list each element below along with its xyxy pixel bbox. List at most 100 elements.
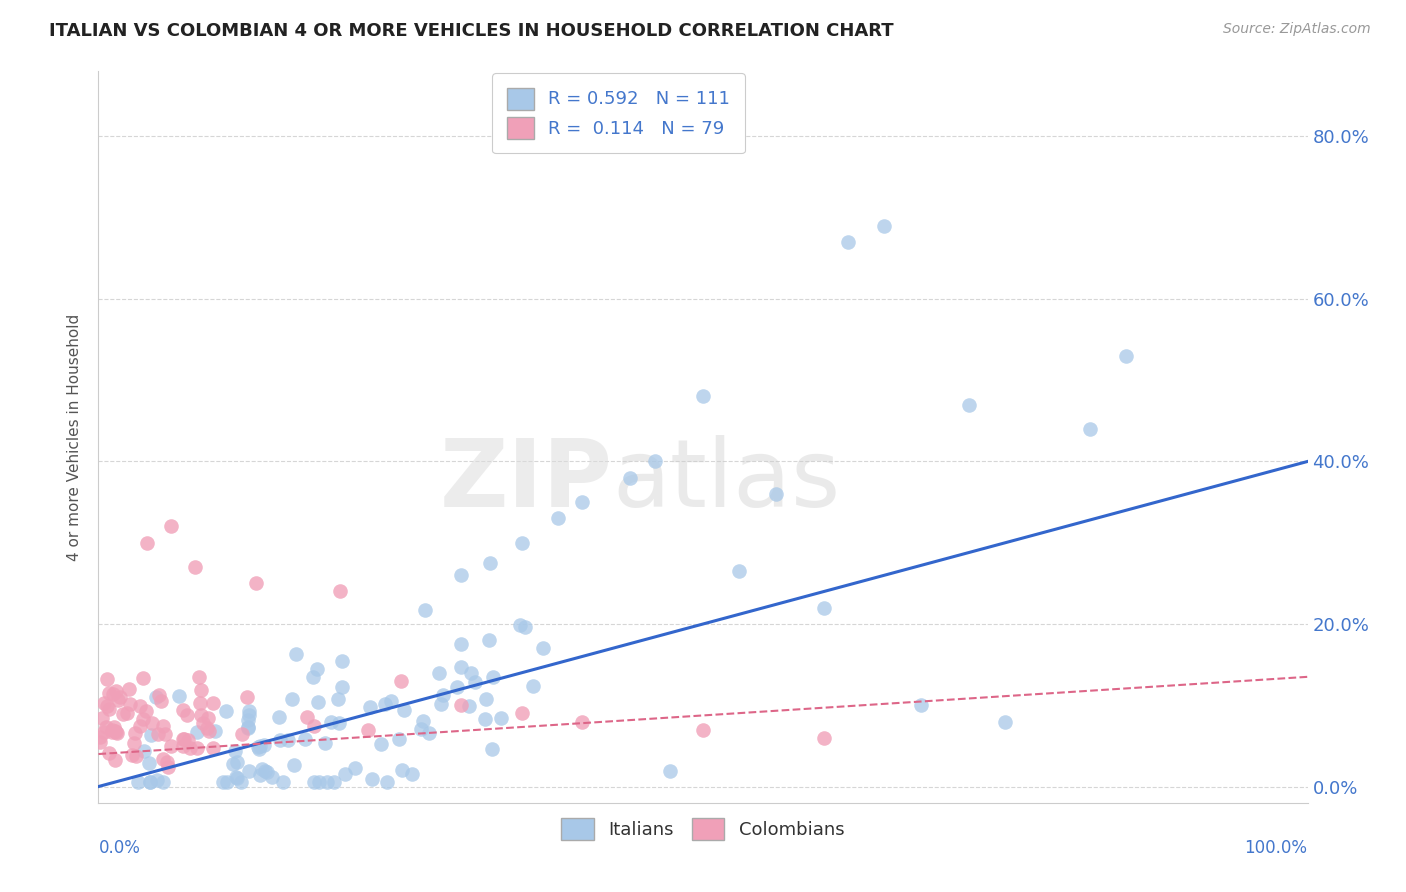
Point	[357, 723, 380, 737]
Point	[1078, 422, 1101, 436]
Point	[177, 732, 200, 747]
Point	[464, 675, 486, 690]
Point	[118, 682, 141, 697]
Point	[457, 698, 479, 713]
Point	[132, 712, 155, 726]
Point	[132, 744, 155, 758]
Point	[96, 721, 118, 735]
Point	[204, 724, 226, 739]
Point	[302, 669, 325, 683]
Point	[212, 775, 235, 789]
Point	[401, 767, 423, 781]
Point	[475, 691, 498, 706]
Point	[813, 731, 835, 745]
Point	[217, 775, 239, 789]
Point	[283, 758, 305, 772]
Point	[224, 744, 246, 758]
Point	[128, 698, 150, 713]
Point	[249, 739, 271, 753]
Text: 0.0%: 0.0%	[98, 839, 141, 857]
Point	[190, 683, 212, 698]
Point	[150, 694, 173, 708]
Point	[186, 725, 208, 739]
Point	[135, 704, 157, 718]
Point	[432, 688, 454, 702]
Point	[201, 696, 224, 710]
Point	[388, 731, 411, 746]
Point	[107, 693, 129, 707]
Point	[167, 689, 190, 703]
Point	[97, 746, 120, 760]
Point	[314, 736, 336, 750]
Point	[238, 721, 260, 735]
Point	[115, 706, 138, 720]
Point	[370, 737, 392, 751]
Point	[229, 775, 252, 789]
Point	[93, 724, 115, 739]
Point	[374, 697, 396, 711]
Point	[128, 719, 150, 733]
Point	[281, 692, 304, 706]
Point	[837, 235, 859, 249]
Point	[127, 775, 149, 789]
Point	[197, 711, 219, 725]
Point	[285, 647, 308, 661]
Point	[108, 690, 131, 704]
Point	[104, 753, 127, 767]
Point	[160, 519, 183, 533]
Point	[138, 756, 160, 770]
Point	[321, 715, 343, 730]
Point	[474, 712, 496, 726]
Point	[328, 715, 350, 730]
Point	[247, 740, 270, 755]
Point	[531, 640, 554, 655]
Text: Source: ZipAtlas.com: Source: ZipAtlas.com	[1223, 22, 1371, 37]
Point	[644, 454, 666, 468]
Point	[188, 670, 211, 684]
Point	[479, 556, 502, 570]
Point	[157, 760, 180, 774]
Point	[522, 679, 544, 693]
Point	[247, 742, 270, 756]
Point	[957, 398, 980, 412]
Point	[765, 487, 787, 501]
Point	[148, 688, 170, 702]
Point	[460, 666, 482, 681]
Point	[121, 747, 143, 762]
Point	[153, 726, 176, 740]
Point	[104, 724, 127, 739]
Point	[450, 660, 472, 674]
Point	[197, 723, 219, 738]
Text: ZIP: ZIP	[440, 435, 613, 527]
Point	[727, 564, 749, 578]
Point	[135, 535, 157, 549]
Point	[361, 772, 384, 786]
Point	[305, 662, 328, 676]
Point	[141, 715, 163, 730]
Point	[156, 755, 179, 769]
Point	[910, 698, 932, 713]
Point	[238, 764, 260, 779]
Point	[238, 713, 260, 727]
Point	[418, 726, 440, 740]
Point	[323, 775, 346, 789]
Point	[190, 696, 212, 710]
Y-axis label: 4 or more Vehicles in Household: 4 or more Vehicles in Household	[67, 313, 83, 561]
Point	[152, 752, 174, 766]
Point	[489, 711, 512, 725]
Point	[101, 688, 124, 702]
Point	[249, 768, 271, 782]
Point	[307, 695, 329, 709]
Point	[236, 690, 259, 705]
Point	[132, 671, 155, 685]
Point	[145, 690, 167, 704]
Point	[103, 720, 125, 734]
Point	[96, 672, 118, 686]
Text: ITALIAN VS COLOMBIAN 4 OR MORE VEHICLES IN HOUSEHOLD CORRELATION CHART: ITALIAN VS COLOMBIAN 4 OR MORE VEHICLES …	[49, 22, 894, 40]
Point	[89, 735, 111, 749]
Point	[481, 741, 503, 756]
Point	[176, 708, 198, 723]
Point	[478, 633, 501, 648]
Point	[571, 714, 593, 729]
Point	[269, 733, 291, 747]
